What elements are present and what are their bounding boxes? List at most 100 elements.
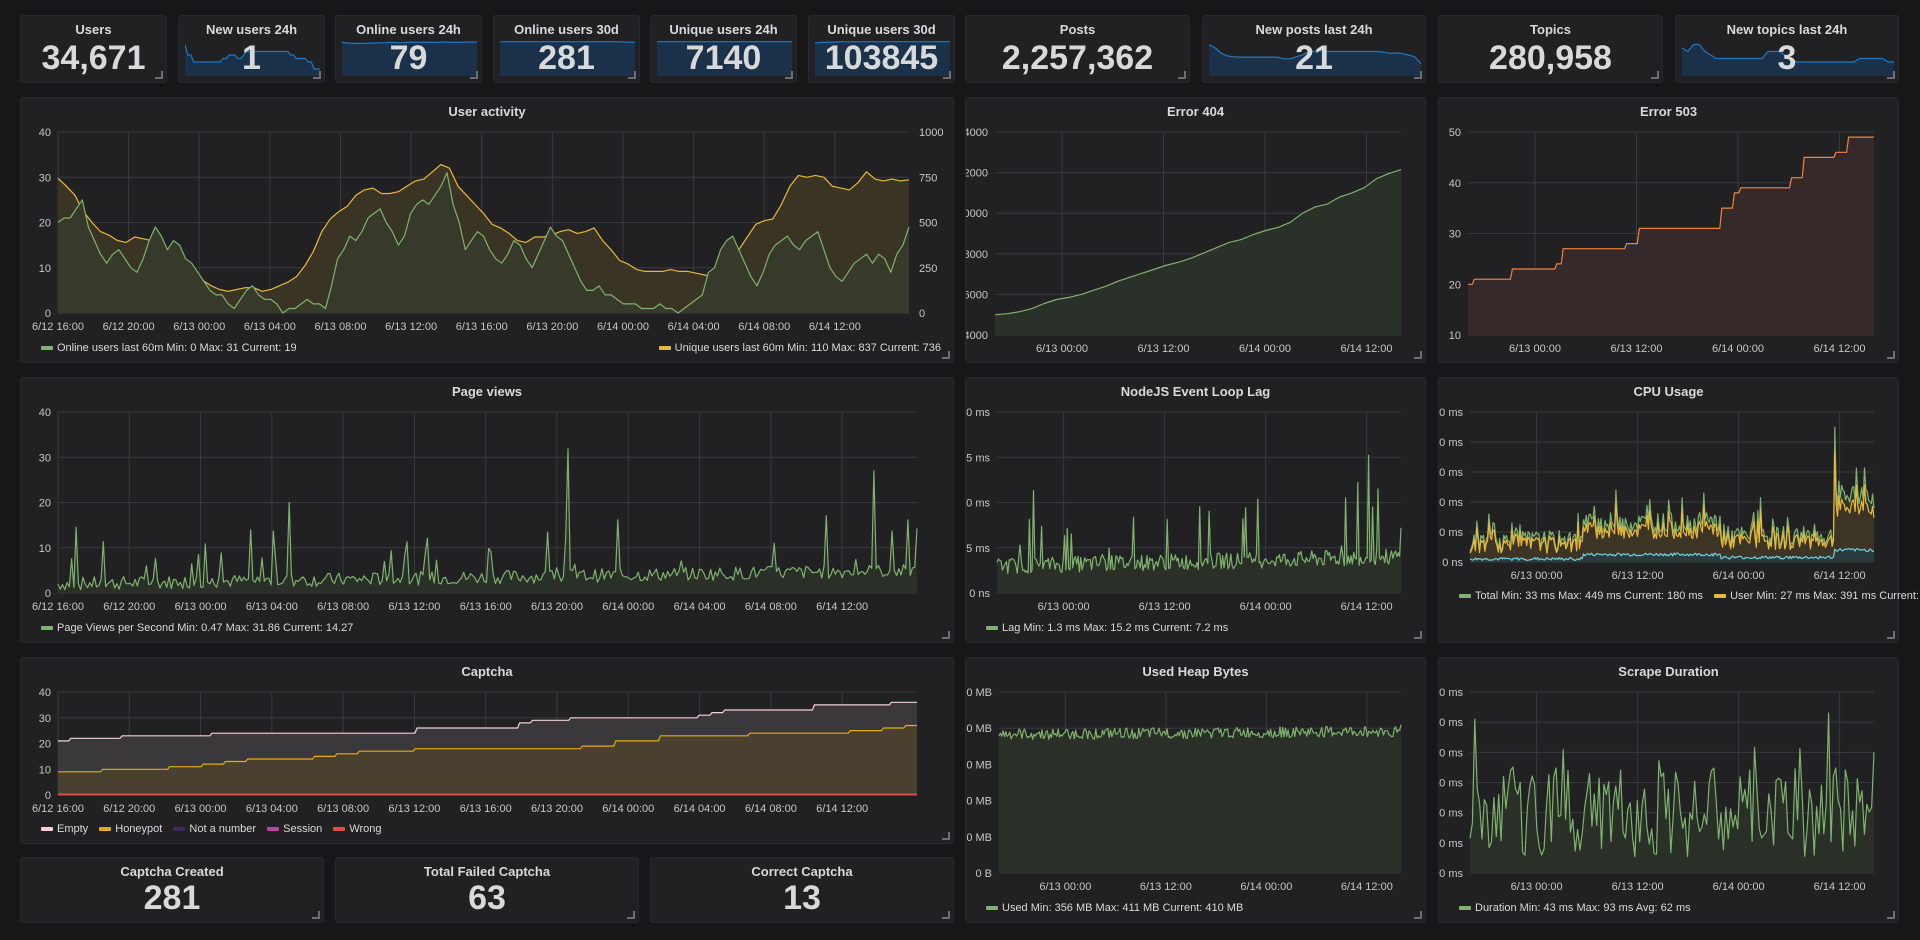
panel-title: Unique users 30d: [827, 22, 936, 37]
legend-label: Duration Min: 43 ms Max: 93 ms Avg: 62 m…: [1475, 902, 1691, 914]
x-tick-label: 6/13 20:00: [531, 601, 583, 613]
resize-handle[interactable]: [942, 832, 950, 840]
y-tick-label: 30: [39, 452, 51, 464]
resize-handle[interactable]: [628, 71, 636, 79]
x-tick-label: 6/12 20:00: [103, 803, 155, 815]
duration-series-area: [1470, 713, 1874, 873]
resize-handle[interactable]: [942, 631, 950, 639]
resize-handle[interactable]: [1887, 911, 1895, 919]
legend-item-user[interactable]: User Min: 27 ms Max: 391 ms Current: 147…: [1714, 588, 1920, 605]
x-tick-label: 6/14 00:00: [1240, 881, 1292, 893]
x-tick-label: 6/13 08:00: [314, 321, 366, 333]
legend-item-used[interactable]: Used Min: 356 MB Max: 411 MB Current: 41…: [986, 902, 1243, 914]
legend-item-online-users[interactable]: Online users last 60m Min: 0 Max: 31 Cur…: [41, 342, 297, 354]
stat-value: 34,671: [41, 39, 146, 77]
legend-item-duration[interactable]: Duration Min: 43 ms Max: 93 ms Avg: 62 m…: [1459, 902, 1691, 914]
y-tick-label: 20 ms: [966, 407, 990, 419]
panel-captcha[interactable]: Captcha 0 10 20 30 40 6/12 16:00 6/12 20:00 6/1…: [20, 657, 954, 844]
y-tick-label: 14000: [966, 127, 988, 139]
stat-panel-posts[interactable]: Posts 2,257,362: [965, 15, 1190, 83]
y-tick-label: 10: [39, 764, 51, 776]
resize-handle[interactable]: [1414, 351, 1422, 359]
stat-panel-users[interactable]: Users 34,671: [20, 15, 167, 83]
stat-panel-online-users-30d[interactable]: Online users 30d 281: [493, 15, 640, 83]
panel-cpu-usage[interactable]: CPU Usage 0 ns 100 ms 200 ms 300 ms 400 ms 50…: [1438, 377, 1920, 643]
stat-panel-correct-captcha[interactable]: Correct Captcha 13: [650, 857, 954, 923]
stat-panel-online-users-24h[interactable]: Online users 24h 79: [335, 15, 482, 83]
x-tick-label: 6/13 12:00: [1140, 881, 1192, 893]
legend-item-total[interactable]: Total Min: 33 ms Max: 449 ms Current: 18…: [1459, 588, 1703, 605]
x-tick-label: 6/13 00:00: [1511, 570, 1563, 582]
x-tick-label: 6/13 00:00: [175, 803, 227, 815]
stat-panel-topics[interactable]: Topics 280,958: [1438, 15, 1663, 83]
resize-handle[interactable]: [155, 71, 163, 79]
stat-panel-captcha-created[interactable]: Captcha Created 281: [20, 857, 324, 923]
x-tick-label: 6/14 12:00: [1341, 881, 1393, 893]
legend: Lag Min: 1.3 ms Max: 15.2 ms Current: 7.…: [986, 622, 1236, 634]
panel-title: Online users 30d: [514, 22, 619, 37]
legend-item-unique-users[interactable]: Unique users last 60m Min: 110 Max: 837 …: [658, 342, 941, 354]
panel-page-views[interactable]: Page views 0 10 20 30 40 6/12 16:00 6/12 20:00…: [20, 377, 954, 643]
stat-panel-unique-users-30d[interactable]: Unique users 30d 103845: [808, 15, 955, 83]
resize-handle[interactable]: [1887, 71, 1895, 79]
x-tick-label: 6/13 00:00: [175, 601, 227, 613]
resize-handle[interactable]: [1414, 911, 1422, 919]
resize-handle[interactable]: [1651, 71, 1659, 79]
legend-item-page-views[interactable]: Page Views per Second Min: 0.47 Max: 31.…: [41, 622, 353, 634]
panel-event-loop-lag[interactable]: NodeJS Event Loop Lag 0 ns 5 ms 10 ms 15 ms…: [965, 377, 1426, 643]
resize-handle[interactable]: [1178, 71, 1186, 79]
resize-handle[interactable]: [313, 71, 321, 79]
error-404-chart: 4000 6000 8000 10000 12000 14000 6/13 00:00 6/1…: [966, 127, 1402, 355]
legend-item-session[interactable]: Session: [267, 823, 322, 835]
resize-handle[interactable]: [627, 911, 635, 919]
y-tick-label: 8000: [966, 249, 988, 261]
x-tick-label: 6/13 00:00: [1509, 343, 1561, 355]
stat-panel-new-users-24h[interactable]: New users 24h 1: [178, 15, 325, 83]
stat-value: 280,958: [1489, 39, 1612, 77]
stat-panel-new-topics-24h[interactable]: New topics last 24h 3: [1675, 15, 1899, 83]
x-tick-label: 6/13 12:00: [1612, 570, 1664, 582]
resize-handle[interactable]: [312, 911, 320, 919]
resize-handle[interactable]: [943, 71, 951, 79]
legend-swatch: [267, 827, 280, 832]
resize-handle[interactable]: [1414, 71, 1422, 79]
resize-handle[interactable]: [942, 351, 950, 359]
resize-handle[interactable]: [785, 71, 793, 79]
sparkline-line: [815, 41, 950, 44]
panel-error-404[interactable]: Error 404 4000 6000 8000 10000 12000 14000 6/1…: [965, 97, 1426, 363]
y-tick-label: 10: [39, 543, 51, 555]
x-tick-label: 6/13 12:00: [388, 601, 440, 613]
panel-error-503[interactable]: Error 503 10 20 30 40 50 6/13 00:00 6/13 12:00…: [1438, 97, 1899, 363]
cpu-usage-chart: 0 ns 100 ms 200 ms 300 ms 400 ms 500 ms 6/13 0…: [1439, 407, 1875, 582]
legend-item-lag[interactable]: Lag Min: 1.3 ms Max: 15.2 ms Current: 7.…: [986, 622, 1228, 634]
x-tick-label: 6/14 12:00: [1813, 343, 1865, 355]
stat-panel-new-posts-24h[interactable]: New posts last 24h 21: [1202, 15, 1426, 83]
panel-title: New topics last 24h: [1726, 22, 1848, 37]
resize-handle[interactable]: [1887, 351, 1895, 359]
stat-panel-total-failed-captcha[interactable]: Total Failed Captcha 63: [335, 857, 639, 923]
y-tick-label: 10 ms: [966, 498, 990, 510]
y-tick-label: 6000: [966, 289, 988, 301]
panel-used-heap[interactable]: Used Heap Bytes 0 B 100 MB 200 MB 300 MB 400…: [965, 657, 1426, 923]
legend-item-empty[interactable]: Empty: [41, 823, 88, 835]
resize-handle[interactable]: [470, 71, 478, 79]
resize-handle[interactable]: [1887, 631, 1895, 639]
panel-title: Topics: [1530, 22, 1571, 37]
x-tick-label: 6/14 12:00: [816, 803, 868, 815]
resize-handle[interactable]: [1414, 631, 1422, 639]
panel-scrape-duration[interactable]: Scrape Duration 40 ms 50 ms 60 ms 70 ms 80 m…: [1438, 657, 1899, 923]
x-tick-label: 6/14 00:00: [1713, 881, 1765, 893]
stat-panel-unique-users-24h[interactable]: Unique users 24h 7140: [650, 15, 797, 83]
page-views-chart: 0 10 20 30 40 6/12 16:00 6/12 20:00 6/13 00:00 6…: [32, 407, 918, 613]
panel-user-activity[interactable]: User activity 0 10 20 30 40 0 250 500 750 1000 6/1…: [20, 97, 954, 363]
system-series-line: [1469, 548, 1875, 561]
resize-handle[interactable]: [942, 911, 950, 919]
y-tick-label: 40 ms: [1439, 868, 1463, 880]
x-tick-label: 6/14 12:00: [816, 601, 868, 613]
sparkline: [500, 41, 635, 76]
legend-item-not-a-number[interactable]: Not a number: [173, 823, 256, 835]
legend-item-wrong[interactable]: Wrong: [333, 823, 382, 835]
y-tick-label: 0 B: [975, 868, 992, 880]
legend-item-honeypot[interactable]: Honeypot: [99, 823, 162, 835]
y-tick-label: 0 ns: [969, 588, 990, 600]
